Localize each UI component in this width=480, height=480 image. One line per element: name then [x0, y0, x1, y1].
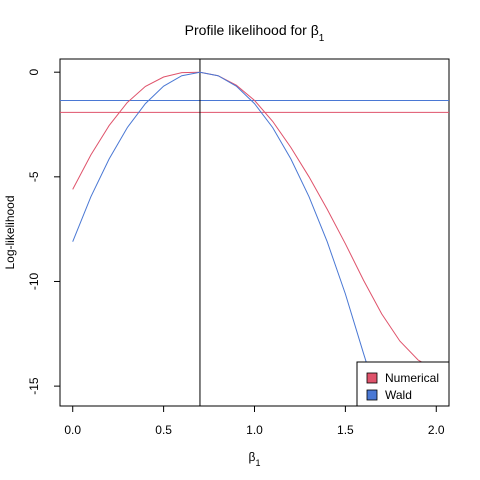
series-line-wald: [72, 71, 368, 366]
x-tick-label: 0.5: [155, 423, 172, 437]
x-tick-label: 0.0: [64, 423, 81, 437]
series-line-numerical: [72, 71, 424, 364]
chart-title-subscript: 1: [319, 33, 325, 44]
x-tick-label: 1.5: [337, 423, 354, 437]
y-axis-label: Log-likelihood: [3, 195, 17, 269]
legend-box: [356, 361, 450, 407]
y-tick-label: -10: [27, 272, 41, 290]
plot-frame: [59, 58, 450, 407]
legend-label-wald: Wald: [385, 388, 412, 402]
legend-swatch-wald: [366, 389, 378, 401]
chart-title: Profile likelihood for β1: [185, 22, 325, 44]
y-axis: 0 -5 -10 -15: [27, 69, 60, 395]
x-tick-label: 2.0: [428, 423, 445, 437]
x-axis: 0.0 0.5 1.0 1.5 2.0: [64, 406, 445, 437]
plot-area: [59, 58, 450, 407]
y-tick-label: -15: [27, 377, 41, 395]
y-tick-label: 0: [27, 69, 41, 76]
legend-swatch-numerical: [366, 372, 378, 384]
legend-label-numerical: Numerical: [385, 371, 439, 385]
x-tick-label: 1.0: [246, 423, 263, 437]
legend: Numerical Wald: [356, 361, 450, 407]
y-tick-label: -5: [27, 171, 41, 182]
x-axis-label: β1: [249, 450, 261, 468]
x-axis-label-main: β: [249, 450, 256, 464]
x-axis-label-subscript: 1: [255, 458, 260, 468]
chart-title-text: Profile likelihood for β1: [185, 22, 325, 44]
chart-title-main: Profile likelihood for β: [185, 22, 319, 38]
